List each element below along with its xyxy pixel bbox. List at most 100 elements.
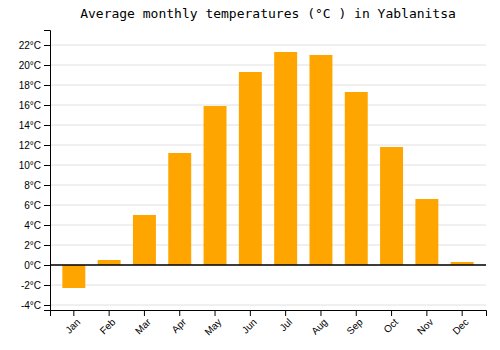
- grid: [50, 45, 486, 305]
- y-tick: 10°C: [19, 160, 50, 171]
- grid-line: [50, 285, 486, 286]
- grid-line: [50, 85, 486, 86]
- x-tick-label: Apr: [169, 316, 188, 335]
- x-tick-label: Dec: [450, 316, 470, 336]
- zero-line: [50, 264, 486, 266]
- y-tick-label: 0°C: [24, 260, 41, 271]
- x-tick-mark: [462, 310, 463, 316]
- x-tick-mark: [356, 310, 357, 316]
- y-tick-mark: [44, 245, 50, 246]
- y-tick: 14°C: [19, 120, 50, 131]
- x-axis: Jan Feb Mar Apr May Jun Jul Aug Sep Oct Nov Dec: [51, 310, 487, 338]
- y-tick-mark: [44, 265, 50, 266]
- x-axis-line: [51, 311, 487, 317]
- x-tick: Aug: [309, 310, 329, 337]
- x-tick: Jul: [277, 310, 294, 333]
- y-tick: 2°C: [24, 240, 50, 251]
- x-tick: Mar: [133, 310, 153, 336]
- grid-line: [50, 165, 486, 166]
- bar: [345, 92, 368, 265]
- y-axis: -4°C -2°C 0°C 2°C 4°C 6°C 8°C 10°C 12°C 14°C 16°C 1…: [19, 31, 51, 311]
- y-tick-mark: [44, 65, 50, 66]
- y-tick: 18°C: [19, 80, 50, 91]
- y-tick: 22°C: [19, 40, 50, 51]
- y-tick-mark: [44, 45, 50, 46]
- grid-line: [50, 105, 486, 106]
- x-tick-label: Feb: [98, 316, 118, 336]
- y-tick: 0°C: [24, 260, 50, 271]
- y-tick-mark: [44, 285, 50, 286]
- x-tick-mark: [215, 310, 216, 316]
- grid-line: [50, 305, 486, 306]
- grid-line: [50, 125, 486, 126]
- y-tick-mark: [44, 305, 50, 306]
- bar: [204, 106, 227, 265]
- grid-line: [50, 145, 486, 146]
- y-tick-mark: [44, 145, 50, 146]
- x-tick-label: Nov: [415, 316, 435, 336]
- x-tick-label: Sep: [344, 316, 365, 337]
- x-tick-label: Mar: [133, 316, 153, 336]
- bar: [239, 72, 262, 265]
- x-tick-label: Jul: [277, 316, 294, 333]
- y-tick-label: 10°C: [19, 160, 41, 171]
- x-tick-mark: [426, 310, 427, 316]
- x-tick: Oct: [381, 310, 400, 335]
- x-tick-label: Oct: [381, 316, 400, 335]
- x-tick: Dec: [450, 310, 470, 337]
- y-tick-mark: [44, 165, 50, 166]
- x-tick: May: [202, 310, 223, 338]
- y-tick-label: 6°C: [24, 200, 41, 211]
- x-tick-mark: [179, 310, 180, 316]
- x-tick: Apr: [169, 310, 188, 335]
- x-tick: Jun: [240, 310, 259, 336]
- y-tick: 12°C: [19, 140, 50, 151]
- y-tick-label: 4°C: [24, 220, 41, 231]
- x-tick-mark: [391, 310, 392, 316]
- y-tick-label: 2°C: [24, 240, 41, 251]
- bar: [415, 199, 438, 265]
- y-tick: -2°C: [21, 280, 50, 291]
- y-tick-mark: [44, 205, 50, 206]
- y-tick-mark: [44, 105, 50, 106]
- x-tick: Sep: [344, 310, 365, 337]
- bar: [380, 147, 403, 265]
- x-tick-mark: [73, 310, 74, 316]
- bar: [168, 153, 191, 265]
- y-tick: 6°C: [24, 200, 50, 211]
- x-tick-label: May: [202, 316, 223, 337]
- grid-line: [50, 265, 486, 266]
- bar: [309, 55, 332, 265]
- grid-line: [50, 65, 486, 66]
- y-tick-label: 8°C: [24, 180, 41, 191]
- y-tick-label: 14°C: [19, 120, 41, 131]
- y-tick-label: -4°C: [21, 300, 41, 311]
- x-tick: Feb: [98, 310, 118, 336]
- y-tick: 16°C: [19, 100, 50, 111]
- y-tick-mark: [44, 125, 50, 126]
- x-tick-label: Jan: [63, 316, 82, 335]
- x-tick-mark: [250, 310, 251, 316]
- y-tick-label: 18°C: [19, 80, 41, 91]
- y-tick: 20°C: [19, 60, 50, 71]
- x-tick: Nov: [415, 310, 435, 337]
- x-tick-label: Jun: [240, 316, 259, 335]
- x-tick-mark: [320, 310, 321, 316]
- x-tick-mark: [109, 310, 110, 316]
- plot: -4°C -2°C 0°C 2°C 4°C 6°C 8°C 10°C 12°C 14°C 16°C 1…: [19, 31, 487, 338]
- y-tick-label: 16°C: [19, 100, 41, 111]
- x-tick-mark: [144, 310, 145, 316]
- y-tick: -4°C: [21, 300, 50, 311]
- y-tick-label: -2°C: [21, 280, 41, 291]
- x-tick-label: Aug: [309, 316, 329, 336]
- x-tick: Jan: [63, 310, 82, 336]
- grid-line: [50, 45, 486, 46]
- y-axis-line: [44, 31, 51, 311]
- y-tick-mark: [44, 225, 50, 226]
- bar: [62, 265, 85, 288]
- y-tick-label: 12°C: [19, 140, 41, 151]
- bars: [62, 52, 473, 288]
- grid-line: [50, 185, 486, 186]
- chart: -4°C -2°C 0°C 2°C 4°C 6°C 8°C 10°C 12°C 14°C 16°C 1…: [0, 0, 500, 350]
- bar: [274, 52, 297, 265]
